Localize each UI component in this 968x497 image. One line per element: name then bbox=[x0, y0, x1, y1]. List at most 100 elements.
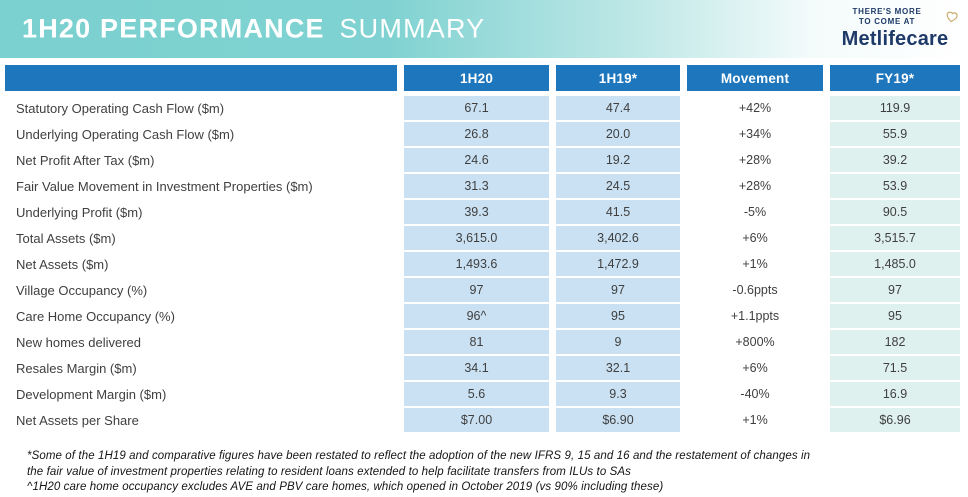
cell-movement: -40% bbox=[740, 387, 770, 401]
cell-movement: +1% bbox=[742, 257, 768, 271]
table-row: Net Assets ($m) 1,493.6 1,472.9 +1% 1,48… bbox=[5, 252, 963, 276]
table-row: Care Home Occupancy (%) 96^ 95 +1.1ppts … bbox=[5, 304, 963, 328]
cell-fy19: 182 bbox=[830, 330, 960, 354]
cell-fy19: 71.5 bbox=[830, 356, 960, 380]
cell-1h20: $7.00 bbox=[404, 408, 549, 432]
logo-tagline-line1: THERE'S MORE bbox=[852, 7, 922, 16]
cell-1h19: 1,472.9 bbox=[556, 252, 680, 276]
table-row: Net Profit After Tax ($m) 24.6 19.2 +28%… bbox=[5, 148, 963, 172]
page-title-light: SUMMARY bbox=[339, 13, 486, 44]
cell-1h20: 5.6 bbox=[404, 382, 549, 406]
cell-1h19: 9 bbox=[556, 330, 680, 354]
table-row: New homes delivered 81 9 +800% 182 bbox=[5, 330, 963, 354]
cell-fy19: 53.9 bbox=[830, 174, 960, 198]
cell-1h19: $6.90 bbox=[556, 408, 680, 432]
performance-table: 1H20 1H19* Movement FY19* Statutory Oper… bbox=[5, 65, 963, 434]
cell-fy19: 95 bbox=[830, 304, 960, 328]
cell-1h19: 32.1 bbox=[556, 356, 680, 380]
table-row: Resales Margin ($m) 34.1 32.1 +6% 71.5 bbox=[5, 356, 963, 380]
row-label: Net Profit After Tax ($m) bbox=[16, 152, 155, 168]
row-label: Net Assets ($m) bbox=[16, 256, 109, 272]
cell-fy19: 39.2 bbox=[830, 148, 960, 172]
table-header-row: 1H20 1H19* Movement FY19* bbox=[5, 65, 963, 91]
logo-tagline-line2: TO COME AT bbox=[858, 17, 916, 26]
footnote-line: ^1H20 care home occupancy excludes AVE a… bbox=[27, 481, 664, 493]
cell-1h20: 67.1 bbox=[404, 96, 549, 120]
table-row: Underlying Operating Cash Flow ($m) 26.8… bbox=[5, 122, 963, 146]
cell-1h20: 24.6 bbox=[404, 148, 549, 172]
row-label: Total Assets ($m) bbox=[16, 230, 116, 246]
cell-movement: -5% bbox=[743, 205, 767, 219]
table-row: Total Assets ($m) 3,615.0 3,402.6 +6% 3,… bbox=[5, 226, 963, 250]
title-banner: 1H20 PERFORMANCE SUMMARY bbox=[0, 0, 968, 58]
cell-1h19: 41.5 bbox=[556, 200, 680, 224]
table-row: Village Occupancy (%) 97 97 -0.6ppts 97 bbox=[5, 278, 963, 302]
cell-fy19: 16.9 bbox=[830, 382, 960, 406]
cell-fy19: 1,485.0 bbox=[830, 252, 960, 276]
footnote-line: the fair value of investment properties … bbox=[27, 465, 632, 478]
row-label: Resales Margin ($m) bbox=[16, 360, 137, 376]
row-label: New homes delivered bbox=[16, 334, 142, 350]
cell-movement: +34% bbox=[738, 127, 772, 141]
row-label: Underlying Operating Cash Flow ($m) bbox=[16, 126, 235, 142]
cell-1h20: 1,493.6 bbox=[404, 252, 549, 276]
cell-1h19: 20.0 bbox=[556, 122, 680, 146]
header-cell-1h19: 1H19* bbox=[556, 65, 680, 91]
cell-1h20: 31.3 bbox=[404, 174, 549, 198]
heart-icon bbox=[942, 8, 960, 30]
cell-movement: +42% bbox=[738, 101, 772, 115]
cell-movement: +6% bbox=[742, 231, 768, 245]
cell-movement: -0.6ppts bbox=[732, 283, 778, 297]
cell-movement: +28% bbox=[738, 179, 772, 193]
footnotes: *Some of the 1H19 and comparative figure… bbox=[27, 449, 810, 496]
cell-movement: +28% bbox=[738, 153, 772, 167]
footnote-line: *Some of the 1H19 and comparative figure… bbox=[27, 450, 811, 462]
header-cell-movement: Movement bbox=[687, 65, 823, 91]
logo-tagline: THERE'S MORE TO COME AT bbox=[831, 7, 959, 27]
row-label: Care Home Occupancy (%) bbox=[16, 308, 175, 324]
cell-1h19: 9.3 bbox=[556, 382, 680, 406]
cell-fy19: 119.9 bbox=[830, 96, 960, 120]
row-label: Village Occupancy (%) bbox=[16, 282, 148, 298]
cell-1h20: 96^ bbox=[404, 304, 549, 328]
cell-movement: +1.1ppts bbox=[730, 309, 780, 323]
header-cell-fy19: FY19* bbox=[830, 65, 960, 91]
cell-movement: +6% bbox=[742, 361, 768, 375]
cell-1h20: 3,615.0 bbox=[404, 226, 549, 250]
cell-1h19: 47.4 bbox=[556, 96, 680, 120]
cell-movement: +800% bbox=[735, 335, 775, 349]
cell-1h20: 34.1 bbox=[404, 356, 549, 380]
cell-fy19: 97 bbox=[830, 278, 960, 302]
metlifecare-logo: THERE'S MORE TO COME AT Metlifecare bbox=[831, 7, 959, 51]
table-body: Statutory Operating Cash Flow ($m) 67.1 … bbox=[5, 96, 963, 432]
cell-1h19: 24.5 bbox=[556, 174, 680, 198]
brand-name: Metlifecare bbox=[841, 28, 949, 50]
row-label: Statutory Operating Cash Flow ($m) bbox=[16, 100, 225, 116]
page-title: 1H20 PERFORMANCE SUMMARY bbox=[22, 14, 485, 45]
table-row: Net Assets per Share $7.00 $6.90 +1% $6.… bbox=[5, 408, 963, 432]
header-cell-blank bbox=[5, 65, 397, 91]
cell-fy19: $6.96 bbox=[830, 408, 960, 432]
header-cell-1h20: 1H20 bbox=[404, 65, 549, 91]
cell-fy19: 3,515.7 bbox=[830, 226, 960, 250]
table-row: Underlying Profit ($m) 39.3 41.5 -5% 90.… bbox=[5, 200, 963, 224]
cell-1h20: 97 bbox=[404, 278, 549, 302]
table-row: Statutory Operating Cash Flow ($m) 67.1 … bbox=[5, 96, 963, 120]
row-label: Underlying Profit ($m) bbox=[16, 204, 143, 220]
row-label: Net Assets per Share bbox=[16, 412, 139, 428]
cell-movement: +1% bbox=[742, 413, 768, 427]
cell-1h19: 97 bbox=[556, 278, 680, 302]
cell-1h20: 39.3 bbox=[404, 200, 549, 224]
cell-1h20: 26.8 bbox=[404, 122, 549, 146]
cell-fy19: 55.9 bbox=[830, 122, 960, 146]
row-label: Fair Value Movement in Investment Proper… bbox=[16, 178, 313, 194]
table-row: Development Margin ($m) 5.6 9.3 -40% 16.… bbox=[5, 382, 963, 406]
cell-fy19: 90.5 bbox=[830, 200, 960, 224]
page-title-bold: 1H20 PERFORMANCE bbox=[22, 13, 325, 44]
cell-1h19: 95 bbox=[556, 304, 680, 328]
cell-1h19: 19.2 bbox=[556, 148, 680, 172]
cell-1h20: 81 bbox=[404, 330, 549, 354]
row-label: Development Margin ($m) bbox=[16, 386, 167, 402]
cell-1h19: 3,402.6 bbox=[556, 226, 680, 250]
